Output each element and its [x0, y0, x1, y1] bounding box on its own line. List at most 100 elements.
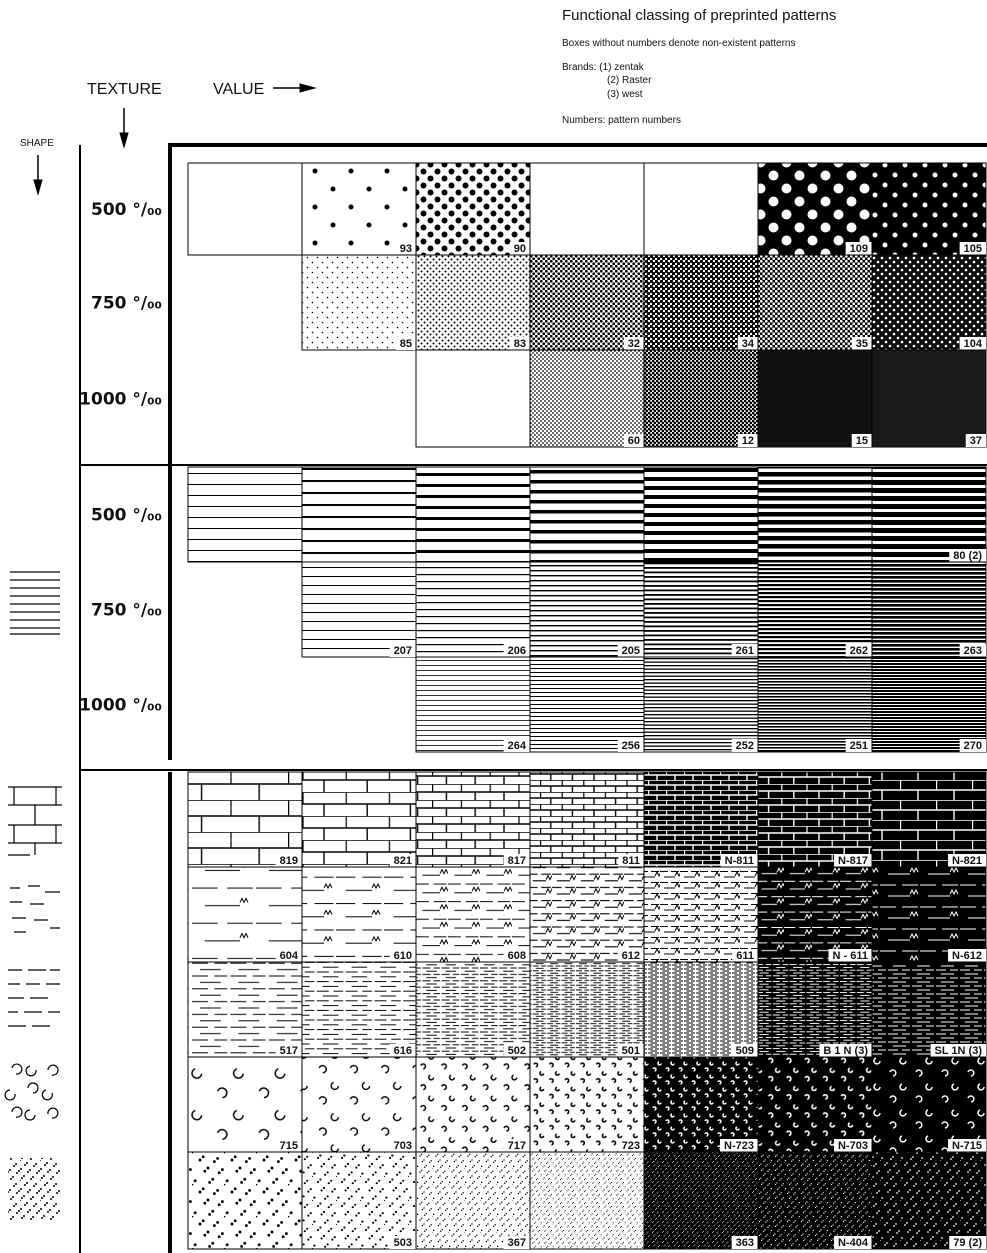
pattern-box: [871, 866, 987, 963]
number-bg: [819, 1044, 872, 1057]
number-bg: [828, 949, 872, 962]
brand: Brands: (1) zentak: [562, 62, 645, 73]
pattern-box: [529, 866, 645, 963]
pattern-box: [529, 1056, 645, 1153]
pattern-box: [415, 866, 531, 963]
pattern-number: 367: [508, 1237, 526, 1249]
number-bg: [275, 1044, 302, 1057]
brand: (3) west: [607, 89, 643, 100]
pattern-box: [415, 561, 531, 658]
pattern-box: [757, 656, 873, 753]
pattern-number: 104: [964, 338, 983, 350]
pattern-number: N - 611: [833, 950, 868, 962]
shape-icons: [4, 571, 62, 1220]
pattern-number: 32: [628, 338, 640, 350]
pattern-box: [871, 561, 987, 658]
pattern-box: [415, 349, 531, 448]
pattern-box: [757, 1056, 873, 1153]
number-bg: [959, 242, 986, 255]
pattern-number: N-612: [952, 950, 982, 962]
pattern-number: 715: [280, 1140, 298, 1152]
brand: (2) Raster: [607, 75, 652, 86]
pattern-box: [187, 1151, 303, 1250]
number-bg: [395, 242, 416, 255]
number-bg: [503, 854, 530, 867]
number-bg: [731, 739, 758, 752]
pattern-number: 616: [394, 1045, 412, 1057]
number-bg: [731, 1044, 758, 1057]
pattern-box: [301, 1056, 417, 1153]
number-bg: [959, 337, 986, 350]
pattern-box: [643, 771, 759, 868]
pattern-box: [643, 254, 759, 351]
pattern-box: [757, 254, 873, 351]
pattern-box: [415, 466, 531, 563]
pattern-number: 261: [736, 645, 754, 657]
pattern-number: 821: [394, 855, 412, 867]
number-bg: [617, 1044, 644, 1057]
number-bg: [948, 854, 986, 867]
pattern-box: [301, 771, 417, 868]
pattern-number: 723: [622, 1140, 640, 1152]
pattern-number: 502: [508, 1045, 526, 1057]
number-bg: [731, 644, 758, 657]
pattern-box: [187, 466, 303, 563]
texture-label: 750 °/₀₀: [91, 601, 162, 621]
texture-label: 1000 °/₀₀: [79, 696, 162, 716]
number-bg: [834, 854, 872, 867]
arrows: [33, 83, 317, 196]
pattern-box: [871, 656, 987, 753]
numbers-note: Numbers: pattern numbers: [562, 115, 681, 126]
pattern-number: 35: [856, 338, 868, 350]
pattern-box: [871, 1151, 987, 1250]
pattern-box: [643, 561, 759, 658]
pattern-box: [415, 1151, 531, 1250]
pattern-number: 503: [394, 1237, 412, 1249]
pattern-box: [187, 961, 303, 1058]
pattern-box: [529, 1151, 645, 1250]
pattern-box: [643, 961, 759, 1058]
number-bg: [503, 739, 530, 752]
pattern-number: 811: [622, 855, 640, 867]
number-bg: [617, 739, 644, 752]
frame: [79, 143, 987, 1253]
pattern-number: 93: [400, 243, 412, 255]
pattern-number: 263: [964, 645, 982, 657]
number-bg: [503, 1139, 530, 1152]
pattern-number: N-703: [838, 1140, 868, 1152]
pattern-box: [187, 866, 303, 963]
number-bg: [949, 1236, 986, 1249]
pattern-number: 252: [736, 740, 754, 752]
number-bg: [389, 644, 416, 657]
number-bg: [617, 1139, 644, 1152]
number-bg: [930, 1044, 986, 1057]
pattern-box: [643, 349, 759, 448]
pattern-box: [643, 866, 759, 963]
pattern-box: [301, 961, 417, 1058]
pattern-number: B 1 N (3): [823, 1045, 868, 1057]
number-bg: [503, 949, 530, 962]
number-bg: [509, 242, 530, 255]
pattern-number: 611: [736, 950, 754, 962]
number-bg: [845, 739, 872, 752]
pattern-box: [529, 656, 645, 753]
pattern-number: SL 1N (3): [935, 1045, 983, 1057]
number-bg: [623, 337, 644, 350]
pattern-number: N-811: [725, 855, 754, 867]
pattern-box: [757, 162, 873, 256]
number-bg: [948, 949, 986, 962]
pattern-number: 717: [508, 1140, 526, 1152]
pattern-number: 34: [742, 338, 755, 350]
number-bg: [720, 1139, 758, 1152]
pattern-number: 264: [508, 740, 527, 752]
pattern-box: [643, 656, 759, 753]
pattern-number: 608: [508, 950, 526, 962]
pattern-box: [529, 961, 645, 1058]
number-bg: [509, 337, 530, 350]
texture-label: TEXTURE: [87, 81, 162, 98]
pattern-number: 817: [508, 855, 526, 867]
texture-label: 500 °/₀₀: [91, 200, 162, 220]
pattern-box: [529, 466, 645, 563]
pattern-box: [871, 254, 987, 351]
